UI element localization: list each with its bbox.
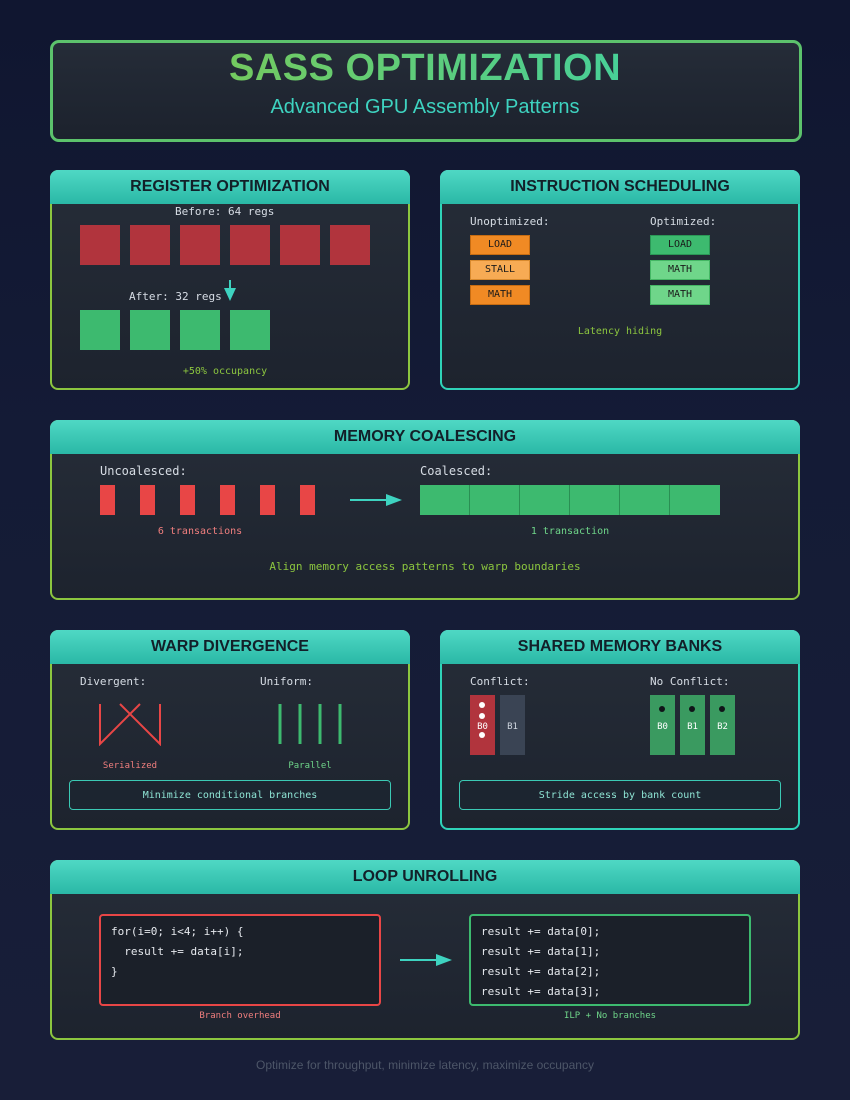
loop-code-block: for(i=0; i<4; i++) { result += data[i]; …: [99, 914, 381, 1006]
instruction-load: LOAD: [650, 235, 710, 255]
branch-overhead-note: Branch overhead: [199, 1011, 281, 1021]
right-arrow-icon: [400, 954, 452, 966]
code-line: result += data[0];: [481, 925, 601, 938]
register-block: [280, 225, 320, 265]
right-arrow-icon: [350, 494, 402, 506]
code-line: for(i=0; i<4; i++) {: [111, 925, 244, 938]
serialized-note: Serialized: [102, 761, 158, 771]
register-block: [180, 310, 220, 350]
code-line: result += data[3];: [481, 985, 601, 998]
instruction-math: MATH: [650, 285, 710, 305]
uniform-label: Uniform:: [260, 675, 313, 688]
memory-transaction: [260, 485, 275, 515]
bank-label: B1: [687, 722, 698, 732]
memory-coalescing-title: MEMORY COALESCING: [50, 420, 800, 454]
instruction-stall: STALL: [470, 260, 530, 280]
latency-hiding-note: Latency hiding: [577, 326, 663, 337]
memory-transaction: [300, 485, 315, 515]
banks-tip: Stride access by bank count: [459, 780, 781, 810]
divergence-tip: Minimize conditional branches: [69, 780, 391, 810]
loop-unrolling-title: LOOP UNROLLING: [50, 860, 800, 894]
page-subtitle: Advanced GPU Assembly Patterns: [270, 96, 580, 118]
after-regs-label: After: 32 regs: [129, 290, 222, 303]
optimized-label: Optimized:: [650, 215, 717, 228]
access-dot: [479, 702, 485, 708]
access-dot: [689, 706, 695, 712]
divergent-label: Divergent:: [80, 675, 147, 688]
instruction-math: MATH: [470, 285, 530, 305]
no-conflict-label: No Conflict:: [650, 675, 730, 688]
register-block: [180, 225, 220, 265]
coalesced-segment: [670, 485, 720, 515]
coalesced-label: Coalesced:: [420, 464, 493, 478]
uniform-paths-icon: [278, 704, 342, 744]
coalesced-segment: [420, 485, 470, 515]
code-line: result += data[i];: [111, 945, 244, 958]
access-dot: [479, 732, 485, 738]
uncoalesced-label: Uncoalesced:: [100, 464, 187, 478]
memory-bank: B2: [710, 695, 735, 755]
register-block: [330, 225, 370, 265]
register-block: [80, 225, 120, 265]
instruction-scheduling-title: INSTRUCTION SCHEDULING: [440, 170, 800, 204]
instruction-scheduling-panel: INSTRUCTION SCHEDULING: [440, 170, 800, 390]
warp-divergence-title: WARP DIVERGENCE: [50, 630, 410, 664]
instruction-math: MATH: [650, 260, 710, 280]
code-line: result += data[1];: [481, 945, 601, 958]
memory-transaction: [220, 485, 235, 515]
coalesced-segment: [620, 485, 670, 515]
instruction-load: LOAD: [470, 235, 530, 255]
memory-bank: B0: [470, 695, 495, 755]
memory-transaction: [100, 485, 115, 515]
access-dot: [719, 706, 725, 712]
code-line: }: [111, 965, 118, 978]
shared-memory-banks-title: SHARED MEMORY BANKS: [440, 630, 800, 664]
coalesced-segment: [470, 485, 520, 515]
memory-bank: B1: [680, 695, 705, 755]
parallel-note: Parallel: [288, 761, 332, 771]
register-block: [130, 225, 170, 265]
register-block: [230, 225, 270, 265]
occupancy-note: +50% occupancy: [182, 366, 268, 377]
title-box: [50, 40, 802, 142]
memory-bank: B1: [500, 695, 525, 755]
uncoalesced-note: 6 transactions: [157, 526, 243, 537]
footer-text: Optimize for throughput, minimize latenc…: [256, 1058, 594, 1072]
before-regs-label: Before: 64 regs: [175, 205, 275, 218]
ilp-note: ILP + No branches: [563, 1011, 657, 1021]
down-arrow-icon: [224, 280, 236, 301]
coalesced-note: 1 transaction: [530, 526, 610, 537]
coalescing-tip: Align memory access patterns to warp bou…: [269, 560, 581, 573]
register-optimization-title: REGISTER OPTIMIZATION: [50, 170, 410, 204]
page-title: SASS OPTIMIZATION: [0, 47, 850, 90]
coalesced-segment: [570, 485, 620, 515]
memory-transaction: [140, 485, 155, 515]
memory-bank: B0: [650, 695, 675, 755]
bank-label: B2: [717, 722, 728, 732]
bank-label: B1: [507, 722, 518, 732]
access-dot: [479, 713, 485, 719]
conflict-label: Conflict:: [470, 675, 530, 688]
unrolled-code-block: result += data[0]; result += data[1]; re…: [469, 914, 751, 1006]
coalesced-segment: [520, 485, 570, 515]
register-block: [230, 310, 270, 350]
bank-label: B0: [477, 722, 488, 732]
code-line: result += data[2];: [481, 965, 601, 978]
bank-label: B0: [657, 722, 668, 732]
memory-transaction: [180, 485, 195, 515]
register-block: [130, 310, 170, 350]
unoptimized-label: Unoptimized:: [470, 215, 550, 228]
access-dot: [659, 706, 665, 712]
register-block: [80, 310, 120, 350]
divergent-paths-icon: [99, 703, 161, 746]
